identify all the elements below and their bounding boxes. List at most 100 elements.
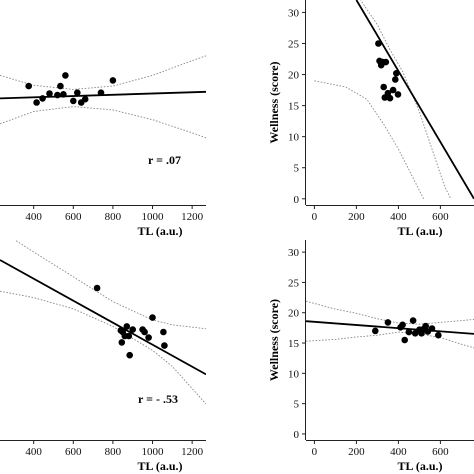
correlation-annotation: r = .07 — [148, 153, 181, 167]
data-point — [392, 76, 399, 83]
data-point — [129, 326, 136, 333]
data-point — [33, 99, 40, 106]
x-tick-label: 800 — [105, 446, 122, 458]
x-tick-label: 1200 — [181, 446, 204, 458]
data-point — [126, 351, 133, 359]
x-tick-label: 200 — [348, 211, 365, 223]
data-point — [109, 77, 117, 84]
x-tick-label: 600 — [65, 446, 82, 458]
data-point — [401, 336, 409, 344]
data-point — [57, 82, 64, 90]
y-tick-label: 5 — [294, 399, 300, 411]
data-point — [382, 58, 390, 66]
data-point — [399, 321, 406, 329]
x-tick-label: 400 — [390, 211, 407, 223]
confidence-band-lower — [0, 290, 206, 405]
x-tick-label: 0 — [312, 446, 318, 458]
correlation-annotation: r = - .53 — [138, 392, 178, 406]
data-point — [39, 95, 46, 102]
x-tick-label: 600 — [432, 446, 449, 458]
y-tick-label: 20 — [288, 70, 300, 82]
x-tick-label: 1200 — [181, 211, 204, 223]
confidence-band-upper — [306, 300, 474, 325]
confidence-band-upper — [360, 0, 452, 200]
y-axis-title: Wellness (score) — [267, 299, 281, 381]
confidence-band-upper — [14, 240, 206, 330]
x-tick-label: 400 — [25, 211, 42, 223]
x-tick-label: 600 — [65, 211, 82, 223]
data-point — [93, 284, 101, 292]
data-point — [123, 323, 131, 330]
y-tick-label: 10 — [288, 368, 300, 380]
data-point — [372, 327, 379, 335]
y-tick-label: 10 — [288, 132, 300, 144]
data-point — [62, 72, 69, 79]
data-point — [428, 325, 436, 332]
data-point — [46, 90, 53, 97]
data-point — [384, 319, 392, 326]
data-point — [375, 40, 382, 47]
plot-content — [0, 55, 206, 139]
regression-line — [355, 0, 474, 200]
regression-line — [0, 259, 206, 376]
x-axis-title: TL (a.u.) — [137, 224, 182, 238]
data-point — [145, 334, 152, 341]
x-axis-title: TL (a.u.) — [397, 459, 442, 473]
x-tick-label: 400 — [25, 446, 42, 458]
data-point — [380, 83, 388, 91]
x-axis-title: TL (a.u.) — [397, 224, 442, 238]
y-axis-title: Wellness (score) — [267, 61, 281, 143]
y-tick-label: 5 — [294, 163, 300, 175]
data-point — [81, 95, 89, 103]
data-point — [435, 331, 442, 339]
x-tick-label: 1000 — [142, 446, 165, 458]
x-tick-label: 600 — [432, 211, 449, 223]
y-tick-label: 15 — [288, 101, 300, 113]
data-point — [386, 94, 394, 102]
data-point — [25, 82, 32, 90]
x-tick-label: 1000 — [142, 211, 165, 223]
data-point — [97, 89, 105, 96]
y-tick-label: 15 — [288, 338, 300, 350]
data-point — [422, 322, 430, 330]
data-point — [70, 97, 77, 105]
y-tick-label: 30 — [288, 247, 300, 259]
x-tick-label: 0 — [312, 211, 318, 223]
data-point — [141, 328, 148, 336]
y-tick-label: 25 — [288, 38, 300, 50]
data-point — [125, 332, 133, 340]
data-point — [149, 314, 156, 321]
data-point — [118, 339, 126, 346]
x-tick-label: 800 — [105, 211, 122, 223]
data-point — [54, 91, 61, 99]
y-tick-label: 25 — [288, 277, 300, 289]
data-point — [384, 89, 392, 97]
data-point — [409, 317, 417, 324]
data-point — [405, 328, 413, 336]
x-axis-title: TL (a.u.) — [137, 459, 182, 473]
x-tick-label: 200 — [348, 446, 365, 458]
data-point — [394, 91, 402, 98]
data-point — [60, 91, 67, 98]
x-tick-label: 400 — [390, 446, 407, 458]
regression-line — [306, 320, 474, 335]
confidence-band-lower — [306, 331, 474, 349]
data-point — [161, 342, 168, 349]
y-tick-label: 0 — [294, 194, 300, 206]
plot-content — [0, 240, 206, 405]
y-tick-label: 20 — [288, 308, 300, 320]
data-point — [393, 70, 400, 77]
confidence-band-lower — [0, 106, 206, 139]
y-tick-label: 0 — [294, 429, 300, 441]
plot-content — [306, 300, 474, 349]
y-tick-label: 30 — [288, 7, 300, 19]
data-point — [74, 89, 81, 96]
confidence-band-lower — [314, 80, 425, 200]
data-point — [160, 328, 167, 336]
plot-content — [314, 0, 474, 200]
